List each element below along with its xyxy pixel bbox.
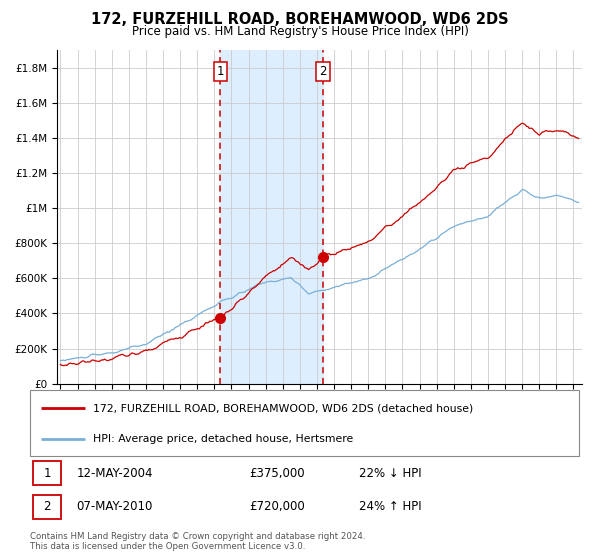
Text: 1: 1: [43, 466, 51, 480]
Text: 172, FURZEHILL ROAD, BOREHAMWOOD, WD6 2DS: 172, FURZEHILL ROAD, BOREHAMWOOD, WD6 2D…: [91, 12, 509, 27]
Text: HPI: Average price, detached house, Hertsmere: HPI: Average price, detached house, Hert…: [93, 433, 353, 444]
Text: 172, FURZEHILL ROAD, BOREHAMWOOD, WD6 2DS (detached house): 172, FURZEHILL ROAD, BOREHAMWOOD, WD6 2D…: [93, 403, 473, 413]
Text: Price paid vs. HM Land Registry's House Price Index (HPI): Price paid vs. HM Land Registry's House …: [131, 25, 469, 38]
Text: 24% ↑ HPI: 24% ↑ HPI: [359, 500, 422, 514]
Bar: [220, 50, 323, 384]
Text: Contains HM Land Registry data © Crown copyright and database right 2024.
This d: Contains HM Land Registry data © Crown c…: [30, 532, 365, 552]
Text: 2: 2: [43, 500, 51, 514]
FancyBboxPatch shape: [30, 390, 579, 456]
Text: 07-MAY-2010: 07-MAY-2010: [77, 500, 153, 514]
Text: 1: 1: [217, 65, 224, 78]
Text: 2: 2: [319, 65, 326, 78]
Text: 12-MAY-2004: 12-MAY-2004: [77, 466, 153, 480]
Text: 22% ↓ HPI: 22% ↓ HPI: [359, 466, 422, 480]
FancyBboxPatch shape: [33, 495, 61, 519]
Text: £375,000: £375,000: [250, 466, 305, 480]
FancyBboxPatch shape: [33, 461, 61, 485]
Text: £720,000: £720,000: [250, 500, 305, 514]
